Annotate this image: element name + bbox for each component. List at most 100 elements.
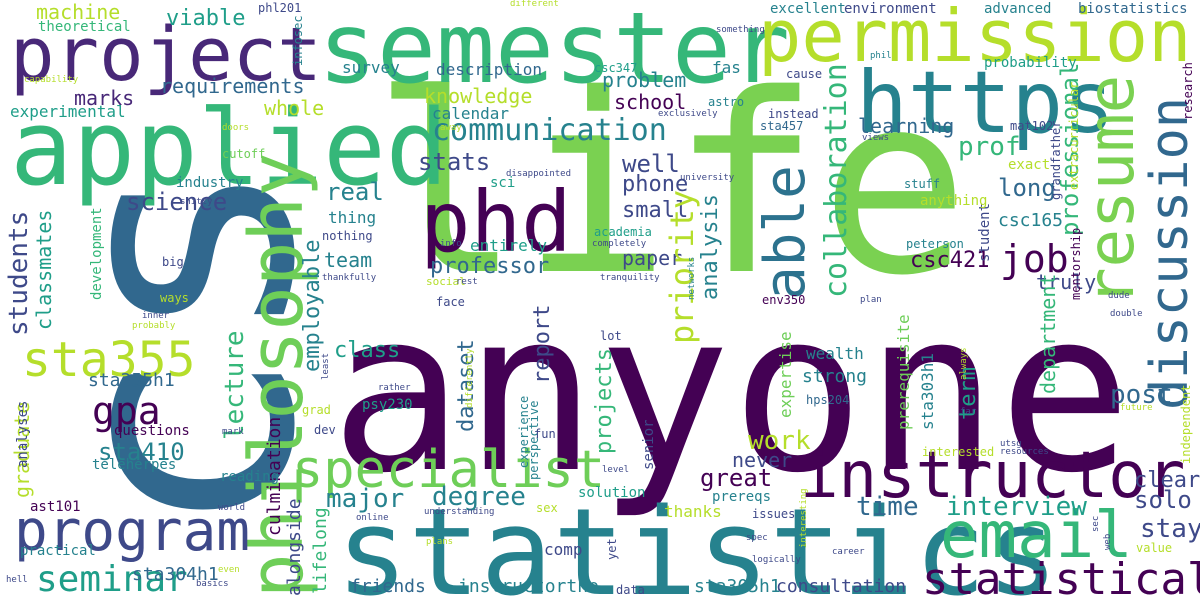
word-mat102: mat102	[1010, 119, 1054, 133]
word-even: even	[218, 565, 240, 575]
word-sta303h1: sta303h1	[918, 352, 937, 430]
word-extracurricular: extracurricular	[1067, 81, 1081, 190]
word-consultation: consultation	[776, 576, 907, 597]
word-mark: mark	[222, 427, 244, 437]
word-interview: interview	[946, 492, 1087, 522]
word-reading: reading	[220, 469, 280, 485]
word-info: info	[440, 239, 462, 249]
word-school: school	[614, 90, 687, 114]
word-email: email	[940, 499, 1133, 573]
word-classmates: classmates	[32, 209, 56, 330]
word-machine: machine	[36, 0, 121, 24]
word-networks: networks	[687, 256, 697, 300]
word-stats: stats	[418, 148, 491, 176]
word-class: class	[334, 338, 401, 363]
word-hell: hell	[6, 575, 28, 585]
word-stay: stay	[1140, 514, 1200, 544]
word-marks: marks	[74, 86, 135, 110]
word-entirely: entirely	[470, 236, 548, 255]
word-sta355h1: sta355h1	[88, 370, 175, 391]
word-statistics: statistics	[336, 484, 1059, 600]
word-doors: doors	[222, 123, 250, 133]
word-job: job	[1000, 237, 1069, 281]
word-practical: practical	[20, 543, 96, 559]
word-grad: grad	[302, 403, 331, 417]
word-teleherpes: teleherpes	[92, 457, 177, 473]
word-env350: env350	[762, 293, 806, 307]
word-analysis: analysis	[698, 194, 723, 300]
word-dev: dev	[314, 423, 336, 437]
word-issues: issues	[752, 507, 796, 521]
word-independent: independent	[1179, 384, 1193, 464]
word-csc347: csc347	[594, 61, 638, 75]
word-post: post	[1110, 380, 1173, 410]
word-major: major	[326, 484, 405, 514]
word-fas: fas	[712, 58, 741, 77]
word-solution: solution	[578, 485, 646, 501]
word-logically: logically	[752, 555, 801, 565]
word-permission: permission	[758, 0, 1192, 78]
word-inner: inner	[142, 311, 170, 321]
word-biostatistics: biostatistics	[1078, 1, 1188, 17]
word-never: never	[732, 448, 793, 472]
word-rest: rest	[456, 277, 478, 287]
word-web: web	[1103, 533, 1113, 550]
word-double: double	[1110, 309, 1143, 319]
word-sta304h1: sta304h1	[132, 564, 219, 585]
word-cause: cause	[786, 67, 823, 81]
word-differently: differently	[465, 348, 475, 408]
word-csc165: csc165	[998, 210, 1064, 231]
word-ast101: ast101	[30, 499, 81, 515]
word-shitty: shitty	[180, 197, 213, 207]
word-anyone: anyone	[330, 264, 1132, 522]
word-interesting: interesting	[799, 488, 809, 548]
word-spec: spec	[746, 533, 768, 543]
word-paper: paper	[622, 246, 683, 270]
word-exclusively: exclusively	[658, 109, 718, 119]
word-data: data	[616, 583, 645, 597]
word-away: away	[440, 123, 462, 133]
word-lifelong: lifelong	[310, 507, 331, 594]
word-sci: sci	[490, 175, 516, 191]
word-industry: industry	[176, 175, 244, 191]
word-great: great	[700, 464, 773, 492]
word-value: value	[1136, 541, 1173, 555]
word-disappointed: disappointed	[506, 169, 572, 179]
word-senior: senior	[641, 419, 657, 470]
word-hps204: hps204	[806, 393, 850, 407]
word-excellent: excellent	[770, 1, 846, 17]
word-big: big	[162, 255, 184, 269]
word-truly: truly	[1036, 270, 1097, 294]
word-wealth: wealth	[806, 344, 864, 363]
word-semester: semester	[318, 0, 791, 106]
word-science: science	[126, 188, 228, 216]
word-project: project	[10, 12, 322, 98]
word-instead: instead	[768, 107, 819, 121]
word-capability: capability	[24, 75, 79, 85]
word-real: real	[326, 178, 384, 206]
word-utsg: utsg	[1000, 439, 1022, 449]
word-grandfather: grandfather	[1049, 120, 1063, 200]
word-csc421: csc421	[910, 248, 990, 273]
word-stuff: stuff	[904, 177, 941, 191]
word-clear: clear	[1134, 468, 1200, 493]
word-something: something	[716, 25, 765, 35]
word-online: online	[356, 513, 389, 523]
word-phd: phd	[420, 173, 572, 271]
word-sta457: sta457	[760, 119, 804, 133]
word-discussion: discussion	[1140, 96, 1200, 410]
word-infosec: infosec	[291, 15, 305, 66]
word-theoretical: theoretical	[38, 19, 131, 35]
word-student: student	[977, 202, 993, 262]
word-lecture: lecture	[220, 330, 250, 440]
word-anything: anything	[920, 193, 988, 209]
word-specialist: specialist	[292, 440, 606, 500]
word-yet: yet	[605, 538, 619, 560]
word-resources: resources	[1000, 447, 1049, 457]
word-comp: comp	[544, 540, 583, 559]
word-basics: basics	[196, 579, 229, 589]
word-viable: viable	[166, 6, 246, 31]
word-advanced: advanced	[984, 1, 1052, 17]
word-instructor: instructor	[800, 439, 1186, 513]
word-academia: academia	[594, 225, 652, 239]
